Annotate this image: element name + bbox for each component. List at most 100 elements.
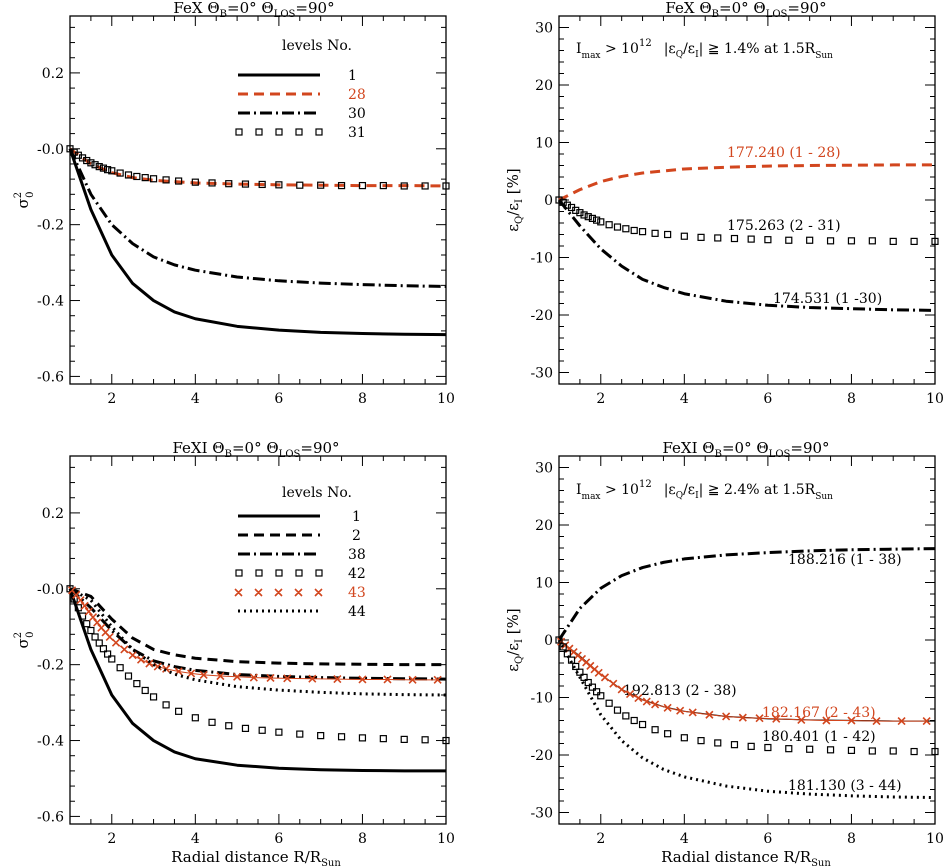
- data-point: [613, 223, 622, 231]
- plot-area-p2: 2 4 6 8 10 30 20 10 0 -10 -20 -30: [530, 15, 943, 407]
- data-point: [333, 675, 342, 684]
- data-point: [99, 645, 108, 653]
- data-point: [225, 180, 233, 188]
- data-point: [651, 700, 660, 709]
- data-point: [638, 228, 647, 236]
- y-tick-label: -0.4: [37, 734, 64, 750]
- data-point: [572, 206, 580, 214]
- data-point: [442, 736, 450, 745]
- x-tick-label: 6: [274, 391, 283, 407]
- data-point: [622, 712, 630, 720]
- curve-label-1-38: 188.216 (1 - 38): [788, 552, 902, 568]
- annotation-condition: Imax > 1012 |εQ/εI| ≧ 2.4% at 1.5RSun: [576, 479, 833, 502]
- data-point: [664, 230, 672, 239]
- data-point: [889, 747, 897, 755]
- legend: levels No. 1 2 38 42 43 44: [234, 485, 366, 620]
- x-tick-label: 6: [274, 831, 283, 847]
- annotation-condition: Imax > 1012 |εQ/εI| ≧ 1.4% at 1.5RSun: [576, 38, 833, 61]
- legend-label-1: 1: [348, 68, 357, 84]
- data-point: [95, 639, 103, 647]
- data-point: [108, 167, 116, 175]
- data-point: [722, 712, 731, 721]
- data-point: [597, 692, 605, 700]
- data-point: [931, 237, 939, 245]
- curve-label-1-42: 180.401 (1 - 42): [762, 729, 876, 745]
- data-point: [634, 694, 643, 703]
- data-point: [116, 664, 124, 672]
- y-tick-label: 20: [535, 518, 553, 534]
- y-tick-label: -10: [530, 691, 553, 707]
- data-point: [225, 722, 233, 730]
- plot-area-p1: 2 4 6 8 10 0.2 -0.0 -0.2 -0.4 -0.6: [37, 15, 455, 407]
- panel-title: FeXI ΘB=0° ΘLOS=90°: [662, 439, 829, 460]
- x-tick-label: 10: [926, 831, 943, 847]
- y-tick-label: -0.2: [37, 218, 64, 234]
- data-point: [358, 734, 367, 742]
- data-point: [730, 234, 739, 243]
- legend-title: levels No.: [282, 38, 352, 54]
- data-point: [258, 726, 266, 734]
- data-point: [162, 701, 170, 709]
- data-point: [588, 683, 597, 691]
- data-point: [408, 675, 417, 684]
- data-point: [764, 743, 772, 752]
- series-175.263 (2 - 31): [555, 196, 939, 245]
- data-point: [275, 181, 283, 189]
- data-point: [379, 735, 387, 743]
- data-point: [93, 618, 102, 627]
- x-tick-label: 2: [107, 831, 116, 847]
- data-point: [216, 671, 225, 681]
- data-point: [308, 674, 317, 683]
- y-tick-label: -0.2: [37, 658, 64, 674]
- data-point: [91, 633, 99, 641]
- data-point: [191, 714, 199, 722]
- curve-label-2-38: 192.813 (2 - 38): [623, 683, 737, 699]
- x-tick-label: 2: [107, 391, 116, 407]
- panel-title: FeXI ΘB=0° ΘLOS=90°: [172, 439, 339, 460]
- y-tick-label: 0.2: [42, 506, 64, 522]
- data-point: [87, 626, 95, 635]
- series-2: [69, 587, 446, 667]
- series-1: [68, 588, 446, 773]
- series-30: [68, 148, 447, 288]
- series-31: [66, 145, 450, 190]
- legend-label-28: 28: [348, 87, 366, 103]
- data-point: [630, 716, 638, 725]
- series-181.130 (3 - 44): [557, 639, 936, 800]
- y-tick-label: 30: [535, 461, 553, 477]
- data-point: [872, 717, 881, 726]
- data-point: [680, 734, 688, 742]
- series-182.167 (2 - 43): [557, 637, 931, 726]
- data-point: [199, 670, 208, 679]
- data-point: [609, 679, 618, 688]
- x-tick-label: 2: [596, 391, 605, 407]
- legend-label-31: 31: [348, 125, 366, 141]
- x-tick-label: 4: [680, 831, 689, 847]
- x-tick-label: 4: [191, 831, 200, 847]
- y-tick-label: 20: [535, 78, 553, 94]
- legend-swatch-42: [235, 569, 323, 577]
- x-tick-label: 6: [763, 391, 772, 407]
- x-tick-label: 10: [437, 831, 455, 847]
- y-tick-label: -20: [530, 748, 553, 764]
- data-point: [149, 175, 158, 183]
- panel-fexi-sigma: FeXI ΘB=0° ΘLOS=90° σ20 levels No. 1 2 3…: [13, 439, 366, 868]
- data-point: [74, 604, 82, 612]
- data-point: [283, 674, 292, 683]
- data-point: [266, 673, 275, 683]
- data-point: [116, 169, 124, 177]
- series-174.531 (1 -30): [557, 199, 936, 312]
- data-point: [88, 613, 98, 622]
- data-point: [175, 177, 183, 185]
- data-point: [663, 703, 672, 712]
- data-point: [317, 181, 325, 189]
- data-point: [822, 716, 831, 725]
- data-point: [241, 180, 250, 188]
- axes-frame: [558, 15, 936, 385]
- data-point: [141, 686, 149, 695]
- data-point: [594, 668, 603, 677]
- plot-area-p4: 2 4 6 8 10 30 20 10 0 -10 -20 -30: [530, 455, 943, 847]
- data-point: [555, 196, 563, 204]
- curve-label-3-44: 181.130 (3 - 44): [788, 778, 902, 794]
- data-point: [91, 161, 99, 169]
